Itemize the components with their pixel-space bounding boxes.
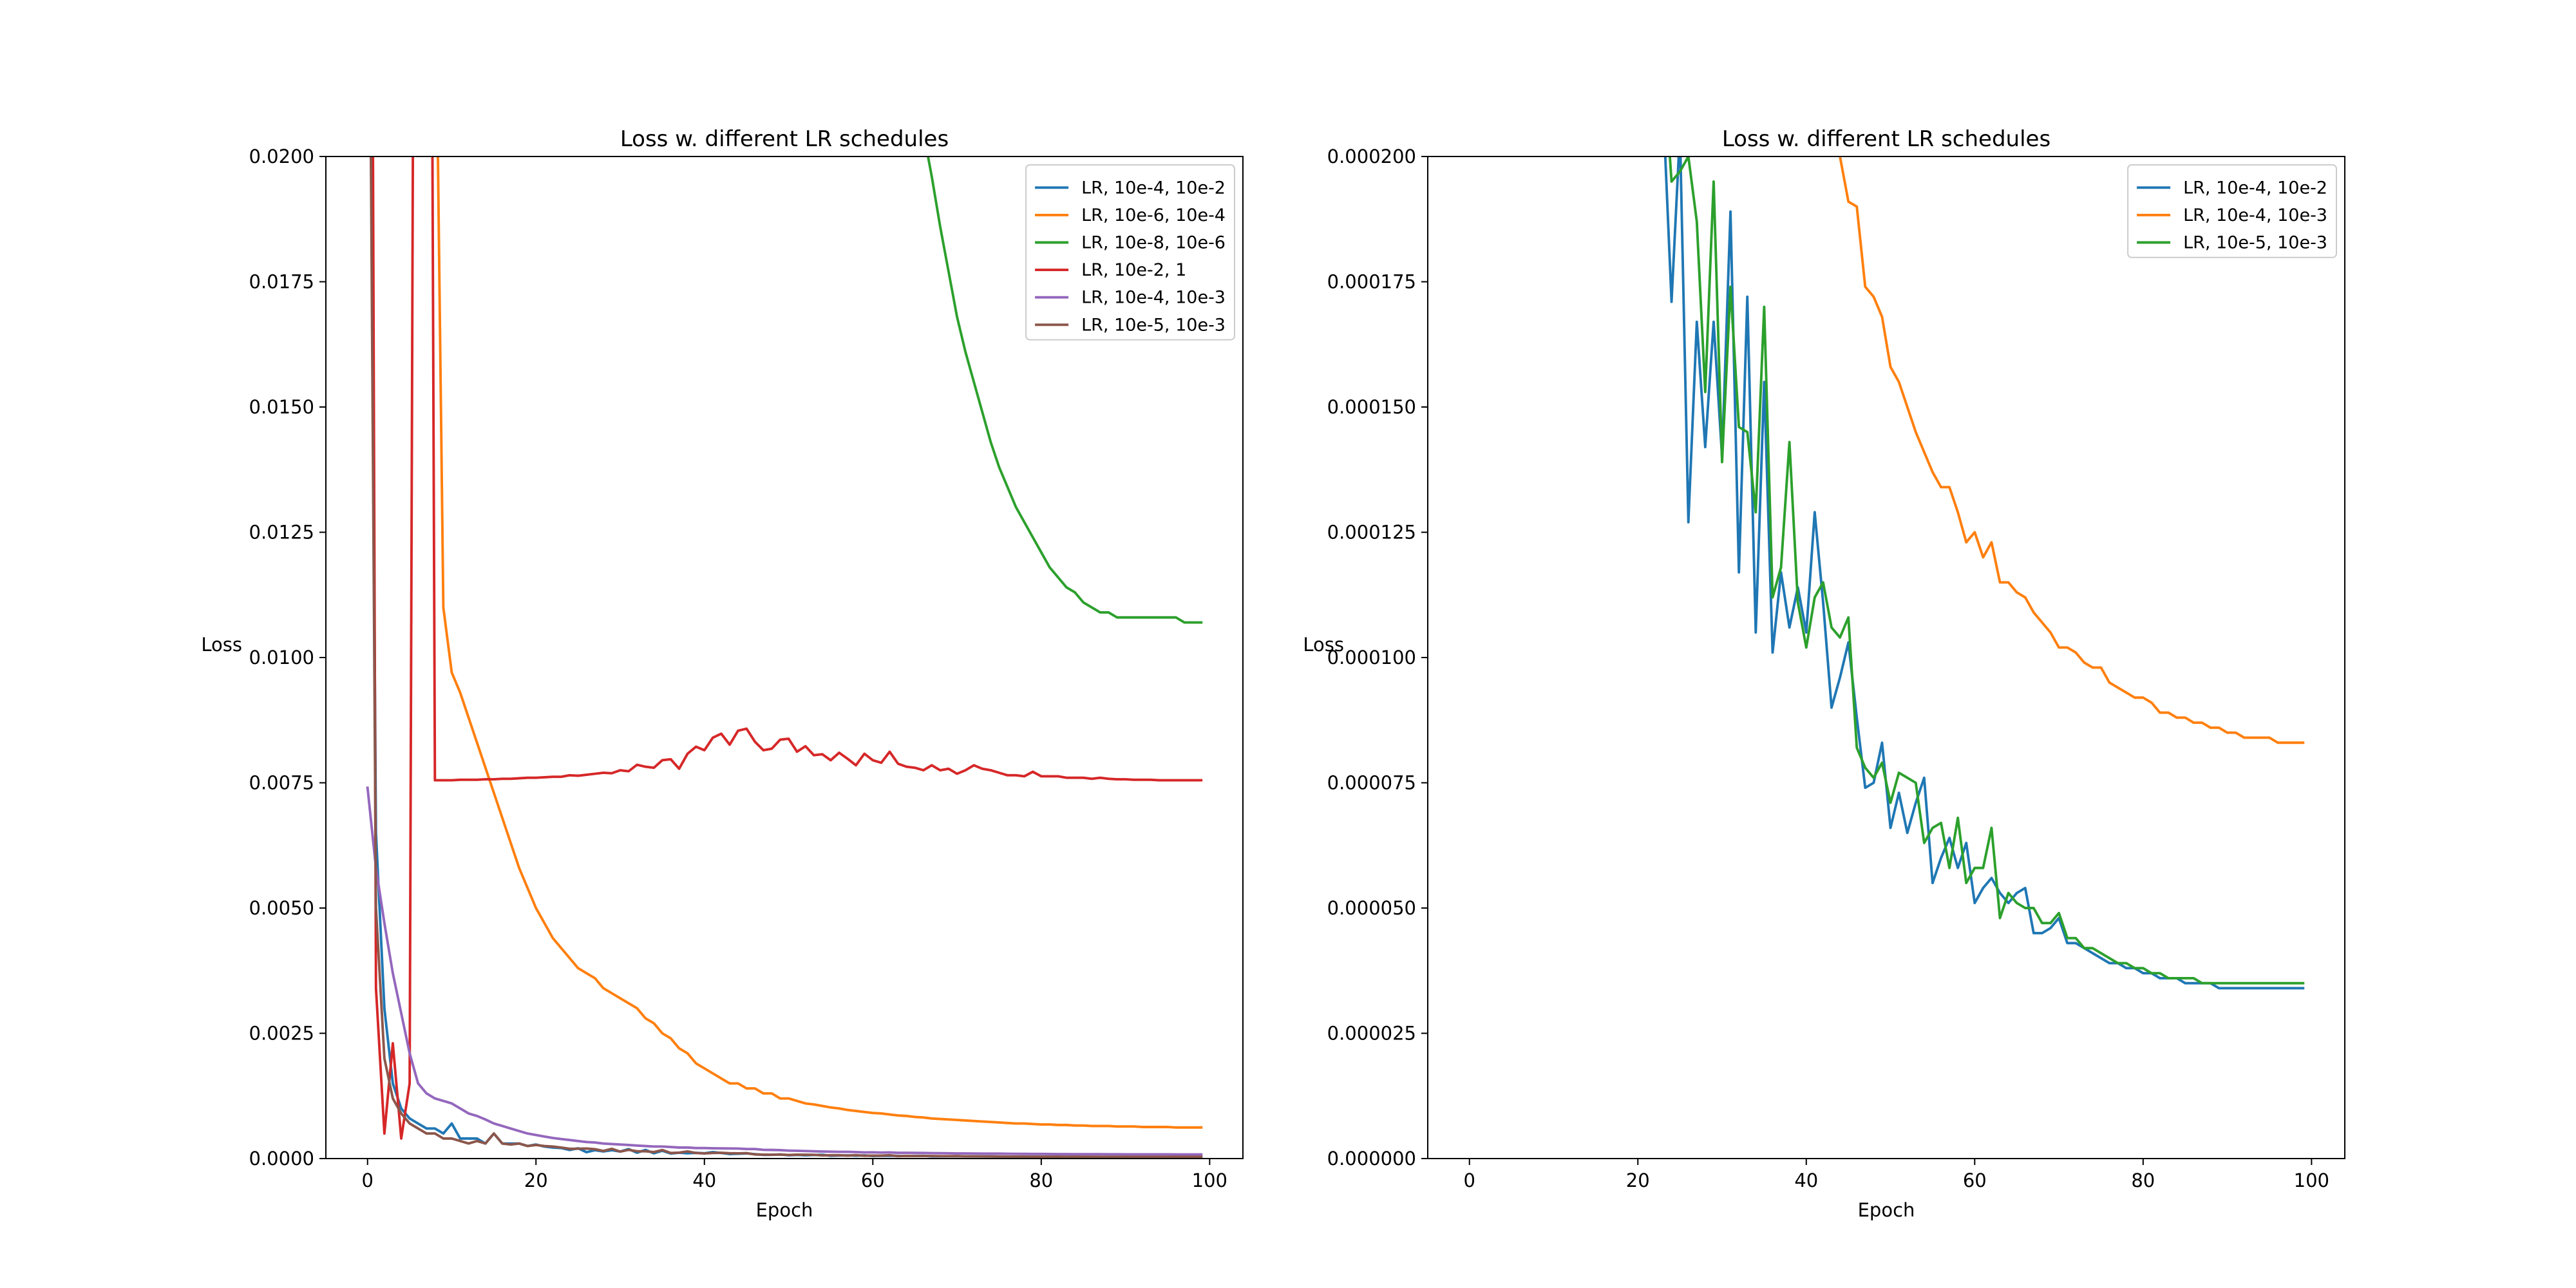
x-tick-label: 60 bbox=[1963, 1170, 1987, 1191]
y-axis-label: Loss bbox=[201, 634, 242, 656]
plot-area bbox=[1663, 156, 2305, 990]
legend: LR, 10e-4, 10e-2 LR, 10e-6, 10e-4 LR, 10e-… bbox=[1025, 164, 1235, 341]
line-series bbox=[437, 156, 1203, 1129]
legend-label: LR, 10e-5, 10e-3 bbox=[1081, 315, 1226, 335]
plot-area bbox=[366, 156, 1203, 1159]
legend-box bbox=[2127, 164, 2337, 258]
y-tick-label: 0.000075 bbox=[1327, 772, 1416, 794]
y-tick-label: 0.000000 bbox=[1327, 1148, 1416, 1170]
y-tick-label: 0.000100 bbox=[1327, 647, 1416, 668]
y-tick-label: 0.0025 bbox=[249, 1023, 314, 1045]
y-tick-label: 0.000050 bbox=[1327, 897, 1416, 919]
x-tick-label: 40 bbox=[1794, 1170, 1818, 1191]
y-tick-label: 0.000200 bbox=[1327, 146, 1416, 167]
y-tick-label: 0.0050 bbox=[249, 897, 314, 919]
axes-frame bbox=[1427, 156, 2345, 1159]
y-tick-label: 0.000125 bbox=[1327, 522, 1416, 544]
line-series bbox=[927, 156, 1203, 624]
x-tick-label: 100 bbox=[1192, 1170, 1227, 1191]
legend: LR, 10e-4, 10e-2 LR, 10e-4, 10e-3 LR, 10e-… bbox=[2127, 164, 2337, 258]
y-tick-label: 0.0000 bbox=[249, 1148, 314, 1170]
line-series bbox=[372, 156, 1203, 1140]
y-tick-label: 0.000150 bbox=[1327, 396, 1416, 418]
x-axis-label: Epoch bbox=[1858, 1199, 1915, 1221]
x-tick-label: 60 bbox=[861, 1170, 885, 1191]
legend-label: LR, 10e-5, 10e-3 bbox=[2183, 233, 2327, 253]
x-tick-label: 40 bbox=[692, 1170, 716, 1191]
y-axis-label: Loss bbox=[1303, 634, 1344, 656]
legend-label: LR, 10e-4, 10e-2 bbox=[2183, 178, 2327, 198]
legend-label: LR, 10e-4, 10e-3 bbox=[2183, 205, 2327, 225]
line-series bbox=[1838, 156, 2305, 744]
legend-label: LR, 10e-4, 10e-3 bbox=[1081, 288, 1226, 308]
line-series bbox=[366, 786, 1203, 1156]
x-tick-label: 20 bbox=[524, 1170, 548, 1191]
x-axis-label: Epoch bbox=[756, 1199, 813, 1221]
y-tick-label: 0.000175 bbox=[1327, 271, 1416, 293]
y-tick-label: 0.0200 bbox=[249, 146, 314, 167]
y-tick-label: 0.0100 bbox=[249, 647, 314, 668]
x-tick-label: 100 bbox=[2294, 1170, 2329, 1191]
y-tick-label: 0.000025 bbox=[1327, 1023, 1416, 1045]
x-tick-label: 80 bbox=[2131, 1170, 2155, 1191]
line-series bbox=[370, 156, 1203, 1159]
legend-label: LR, 10e-2, 1 bbox=[1081, 260, 1186, 280]
y-tick-label: 0.0175 bbox=[249, 271, 314, 293]
axes-title: Loss w. different LR schedules bbox=[620, 126, 949, 152]
x-tick-label: 20 bbox=[1626, 1170, 1650, 1191]
axes: Loss w. different LR schedules 0 20 40 60 80 1… bbox=[1303, 126, 2345, 1221]
line-series bbox=[1668, 156, 2305, 985]
legend-label: LR, 10e-4, 10e-2 bbox=[1081, 178, 1226, 198]
legend-label: LR, 10e-6, 10e-4 bbox=[1081, 205, 1226, 225]
x-tick-label: 0 bbox=[1464, 1170, 1475, 1191]
x-tick-label: 0 bbox=[362, 1170, 374, 1191]
legend-box bbox=[1025, 164, 1235, 341]
y-tick-label: 0.0125 bbox=[249, 522, 314, 544]
y-tick-label: 0.0150 bbox=[249, 396, 314, 418]
y-tick-label: 0.0075 bbox=[249, 772, 314, 794]
axes: Loss w. different LR schedules 0 20 40 60 80 1… bbox=[201, 126, 1244, 1221]
legend-label: LR, 10e-8, 10e-6 bbox=[1081, 233, 1226, 253]
axes-frame bbox=[325, 156, 1244, 1159]
x-tick-label: 80 bbox=[1029, 1170, 1053, 1191]
axes-title: Loss w. different LR schedules bbox=[1722, 126, 2050, 152]
